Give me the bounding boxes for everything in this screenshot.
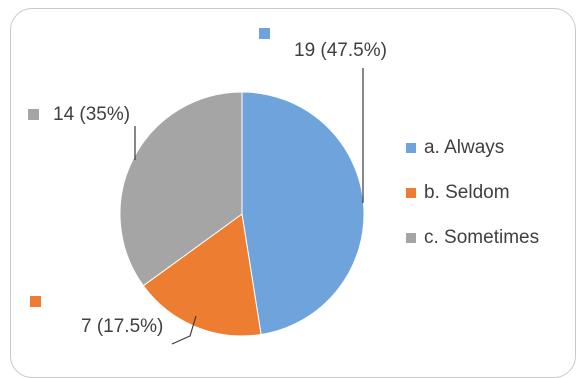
legend-label-seldom: b. Seldom	[424, 182, 510, 203]
data-label-seldom: 7 (17.5%)	[81, 316, 163, 337]
pie-slice-sometimes	[119, 91, 243, 287]
legend: a. Always b. Seldom c. Sometimes	[406, 136, 539, 271]
legend-item-sometimes: c. Sometimes	[406, 226, 539, 250]
leader-lines	[134, 68, 364, 345]
label-swatch-sometimes	[28, 109, 39, 120]
data-label-sometimes: 14 (35%)	[53, 104, 130, 125]
pie-slices	[119, 91, 365, 337]
legend-item-always: a. Always	[406, 136, 539, 160]
leader-line-seldom	[171, 315, 197, 345]
label-swatch-always	[259, 28, 270, 39]
legend-swatch-seldom	[406, 188, 416, 198]
legend-swatch-sometimes	[406, 233, 416, 243]
pie-chart: 19 (47.5%) 14 (35%) 7 (17.5%)	[53, 40, 387, 345]
legend-item-seldom: b. Seldom	[406, 181, 539, 205]
label-swatch-seldom	[30, 296, 41, 307]
data-label-always: 19 (47.5%)	[294, 40, 387, 61]
legend-label-sometimes: c. Sometimes	[424, 227, 540, 248]
legend-label-always: a. Always	[424, 137, 505, 158]
pie-slice-seldom	[142, 213, 262, 337]
pie-slice-always	[241, 91, 365, 336]
legend-swatch-always	[406, 143, 416, 153]
